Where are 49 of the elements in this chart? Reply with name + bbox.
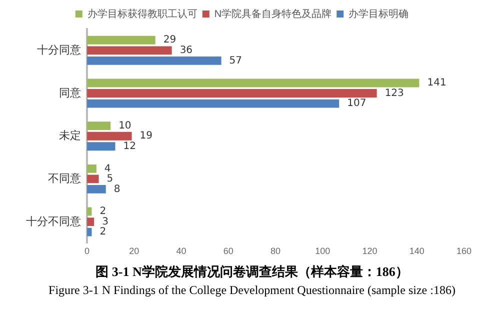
data-label: 4: [104, 163, 111, 174]
legend-label: 办学目标获得教职工认可: [87, 8, 198, 20]
x-tick-label: 80: [270, 246, 281, 256]
data-label: 36: [180, 45, 193, 56]
data-label: 141: [427, 78, 446, 89]
x-tick-label: 140: [409, 246, 424, 256]
data-label: 3: [102, 216, 108, 228]
data-label: 107: [347, 98, 366, 110]
x-tick-label: 60: [223, 246, 234, 256]
bar: [87, 99, 340, 108]
bar: [87, 228, 92, 236]
y-tick-label: 未定: [59, 129, 81, 142]
bar: [87, 78, 420, 88]
y-tick-label: 不同意: [48, 172, 81, 185]
legend-label: N学院具备自身特色及品牌: [214, 8, 332, 20]
bar: [87, 132, 132, 140]
data-label: 123: [384, 88, 404, 99]
data-label: 29: [163, 34, 176, 46]
bar: [87, 36, 156, 44]
caption: 图 3-1 N学院发展情况问卷调查结果（样本容量：186）: [94, 263, 410, 281]
x-tick-label: 120: [362, 246, 378, 256]
x-tick-label: 160: [456, 246, 472, 256]
bar: [87, 164, 96, 173]
x-tick-label: 100: [315, 246, 330, 256]
bar: [87, 185, 106, 194]
bar: [87, 89, 377, 98]
y-tick-label: 十分不同意: [26, 214, 81, 228]
bar: [87, 46, 172, 55]
y-tick-label: 十分同意: [37, 43, 81, 56]
legend-label: 办学目标明确: [348, 8, 409, 20]
bar: [87, 207, 92, 216]
data-label: 2: [100, 206, 106, 218]
caption: Figure 3-1 N Findings of the College Development Questionnaire (sample size :186): [48, 282, 456, 299]
bar: [87, 56, 222, 65]
data-label: 10: [118, 120, 132, 132]
data-label: 12: [123, 140, 136, 152]
bar: [87, 174, 99, 184]
data-label: 5: [106, 174, 114, 185]
y-tick-label: 同意: [59, 86, 81, 100]
data-label: 8: [114, 184, 120, 195]
data-label: 19: [140, 130, 153, 142]
bar: [87, 218, 94, 226]
data-label: 57: [229, 55, 242, 66]
bar: [87, 122, 111, 130]
bar: [87, 142, 116, 151]
x-tick-label: 40: [176, 246, 186, 256]
x-tick-label: 0: [84, 246, 90, 256]
x-tick-label: 20: [129, 246, 140, 256]
data-label: 2: [100, 226, 106, 238]
